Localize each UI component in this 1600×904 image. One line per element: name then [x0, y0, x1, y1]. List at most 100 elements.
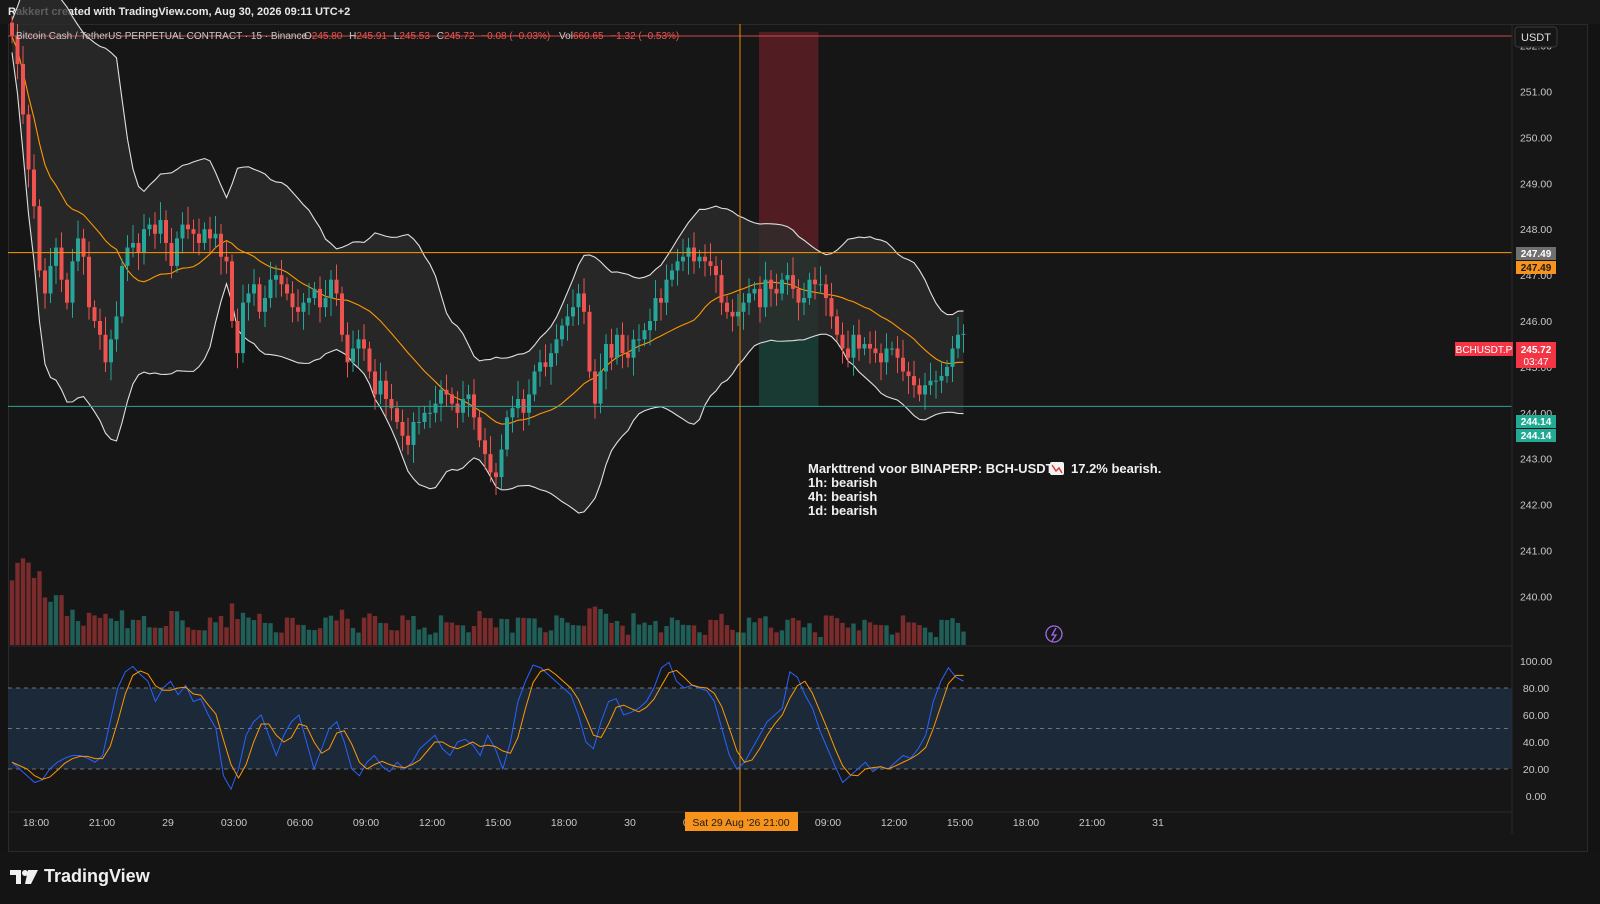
volume-bar [433, 632, 438, 645]
candle [763, 261, 768, 317]
candle-body [906, 371, 911, 377]
candle-body [142, 229, 146, 253]
volume-bar [339, 609, 345, 645]
volume-bar [856, 630, 862, 645]
candle-body [158, 220, 163, 234]
volume-bar [944, 620, 950, 645]
candle-body [631, 339, 636, 358]
legend-ohlc: O245.80 H245.91 L245.53 C245.72 −0.08 (−… [304, 31, 679, 42]
price-tag-lower-green-1[interactable]: 244.14 [1516, 415, 1556, 428]
volume-bar [158, 627, 163, 645]
candle-body [70, 261, 75, 303]
tradingview-brand: TradingView [44, 866, 150, 886]
price-tag-lower-green-2[interactable]: 244.14 [1516, 429, 1556, 442]
candle [796, 279, 801, 321]
candle [615, 327, 619, 365]
legend-o-label: O [304, 31, 312, 42]
price-tag-upper-orange[interactable]: 247.49 [1516, 261, 1556, 274]
volume-bar [598, 609, 603, 645]
legend-l-label: L [394, 31, 400, 42]
price-tag-upper-grey[interactable]: 247.49 [1516, 247, 1556, 260]
currency-button[interactable]: USDT [1514, 26, 1558, 48]
candle-body [345, 334, 350, 363]
candle [873, 330, 878, 363]
volume-bar [510, 632, 515, 645]
last-price-label: 245.72 [1521, 345, 1552, 356]
candle-body [136, 242, 141, 253]
candle [950, 336, 955, 383]
trend-annotation[interactable]: Markttrend voor BINAPERP: BCH-USDT: 17.2… [808, 461, 1161, 518]
candle [956, 316, 960, 359]
candle [741, 293, 746, 330]
volume-bar [9, 580, 15, 645]
volume-bar [147, 627, 152, 645]
stoch-axis-label: 100.00 [1520, 656, 1552, 668]
legend-o-value: 245.80 [312, 31, 343, 42]
tradingview-logo[interactable]: TradingView [10, 866, 150, 887]
candle [26, 104, 31, 188]
volume-bar [702, 634, 708, 645]
price-axis[interactable]: 252.00251.00250.00249.00248.00247.00246.… [1511, 24, 1552, 834]
candle [488, 436, 493, 483]
time-axis-label: 09:00 [353, 817, 379, 829]
chart-svg[interactable]: 252.00251.00250.00249.00248.00247.00246.… [0, 0, 1600, 852]
candle-body [21, 63, 25, 115]
candle [230, 254, 234, 328]
volume-bar [405, 620, 411, 645]
candle-body [252, 284, 256, 294]
volume-bar [81, 625, 86, 645]
candle [609, 328, 614, 371]
candle [851, 325, 856, 376]
volume-bar [801, 627, 807, 645]
volume-bar [581, 625, 587, 645]
candle [65, 272, 69, 310]
volume-bar [647, 625, 653, 645]
candle [543, 344, 548, 377]
candle [906, 361, 911, 394]
candle [659, 288, 663, 321]
candle-body [549, 353, 553, 367]
candle-body [26, 114, 31, 170]
footer [0, 852, 1600, 904]
symbol-price-tag[interactable]: BCHUSDT.P [1455, 342, 1513, 356]
candle-body [543, 362, 548, 367]
candle [406, 417, 410, 455]
volume-bar [829, 615, 834, 645]
candle-body [714, 265, 718, 276]
volume-bar [97, 617, 103, 645]
stoch-axis-label: 20.00 [1523, 764, 1549, 776]
candle [87, 241, 91, 320]
volume-bar [185, 627, 191, 645]
candle-body [510, 408, 515, 418]
candle-body [197, 233, 201, 243]
volume-bar [779, 630, 785, 645]
legend-vol-label: Vol [559, 31, 573, 42]
volume-bar [587, 608, 592, 645]
candle [312, 281, 317, 305]
created-with-text: Rakkert created with TradingView.com, Au… [8, 6, 351, 18]
volume-bar [719, 613, 724, 645]
position-tool[interactable] [759, 31, 819, 407]
candle-body [32, 169, 36, 207]
volume-bar [136, 620, 141, 645]
candle-body [340, 293, 344, 335]
candle [961, 324, 966, 353]
candle [862, 337, 867, 356]
candle [109, 329, 113, 381]
candle [70, 248, 75, 318]
candle [714, 256, 718, 294]
volume-bar [295, 624, 301, 645]
legend-h-label: H [349, 31, 356, 42]
last-price-tag[interactable]: 245.72 03:47 [1516, 342, 1556, 368]
volume-bar [416, 629, 422, 645]
annotation-line-1-text: Markttrend voor BINAPERP: BCH-USDT: [808, 461, 1056, 476]
volume-bar [191, 629, 196, 645]
volume-bar [70, 609, 75, 645]
candle-body [169, 242, 174, 266]
lightning-icon[interactable] [1045, 625, 1063, 643]
horizontal-lines[interactable] [8, 24, 1512, 812]
candle [285, 277, 289, 301]
candle-body [312, 288, 317, 299]
volume-bar [180, 620, 185, 645]
candle-body [92, 307, 97, 321]
